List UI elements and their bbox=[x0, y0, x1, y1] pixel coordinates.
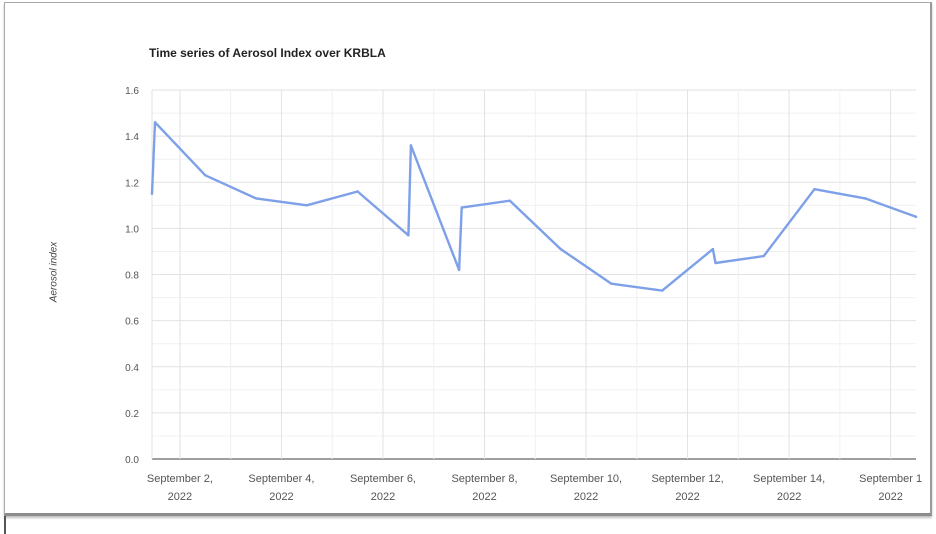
y-tick-label: 0.4 bbox=[125, 363, 139, 374]
data-point bbox=[914, 215, 918, 219]
x-tick-year: 2022 bbox=[777, 491, 801, 503]
x-tick-year: 2022 bbox=[574, 491, 598, 503]
y-tick-label: 0.8 bbox=[125, 271, 139, 282]
x-tick-year: 2022 bbox=[675, 491, 699, 503]
x-tick-year: 2022 bbox=[472, 491, 496, 503]
data-point bbox=[714, 261, 717, 265]
data-point bbox=[610, 282, 613, 285]
x-tick-label: September 10, bbox=[550, 473, 622, 485]
data-point bbox=[813, 187, 816, 191]
x-tick-label: September 2, bbox=[147, 473, 213, 485]
y-tick-label: 0.6 bbox=[125, 317, 139, 328]
x-tick-year: 2022 bbox=[878, 491, 902, 503]
data-point bbox=[864, 197, 867, 200]
x-tick-label: September 12, bbox=[651, 473, 723, 485]
series-layer bbox=[150, 121, 918, 292]
chart-title: Time series of Aerosol Index over KRBLA bbox=[149, 46, 386, 60]
gridlines bbox=[151, 89, 916, 460]
data-point bbox=[204, 174, 207, 177]
y-tick-label: 1.0 bbox=[125, 224, 139, 235]
y-tick-label: 1.6 bbox=[125, 86, 139, 97]
data-point bbox=[660, 289, 664, 292]
data-point bbox=[153, 121, 157, 124]
y-tick-label: 0.0 bbox=[125, 455, 139, 466]
y-axis-ticks: 0.0 0.2 0.4 0.6 0.8 1.0 1.2 1.4 1.6 bbox=[125, 86, 139, 466]
data-point bbox=[305, 204, 309, 207]
y-tick-label: 1.2 bbox=[125, 178, 139, 189]
x-tick-year: 2022 bbox=[371, 491, 395, 503]
x-tick-label: September 1 bbox=[859, 473, 922, 485]
data-point bbox=[254, 197, 258, 200]
chart-frame bbox=[4, 2, 932, 516]
x-tick-year: 2022 bbox=[269, 491, 293, 503]
x-axis-ticks: September 2, 2022 September 4, 2022 Septembe… bbox=[147, 473, 922, 503]
x-tick-label: September 4, bbox=[248, 473, 314, 485]
data-point bbox=[711, 247, 715, 251]
data-point bbox=[150, 192, 154, 195]
y-tick-label: 0.2 bbox=[125, 409, 139, 420]
data-point bbox=[407, 234, 410, 237]
x-tick-label: September 6, bbox=[350, 473, 416, 485]
x-tick-label: September 14, bbox=[753, 473, 825, 485]
data-point bbox=[460, 206, 463, 209]
data-point bbox=[508, 199, 512, 202]
data-point bbox=[409, 144, 413, 147]
data-point bbox=[559, 247, 562, 251]
x-tick-year: 2022 bbox=[168, 491, 192, 503]
data-point bbox=[356, 190, 359, 193]
x-tick-label: September 8, bbox=[451, 473, 517, 485]
series-line bbox=[150, 121, 918, 292]
data-point bbox=[762, 254, 765, 258]
frame-edge bbox=[4, 516, 6, 534]
y-tick-label: 1.4 bbox=[125, 132, 139, 143]
data-point bbox=[457, 268, 461, 272]
